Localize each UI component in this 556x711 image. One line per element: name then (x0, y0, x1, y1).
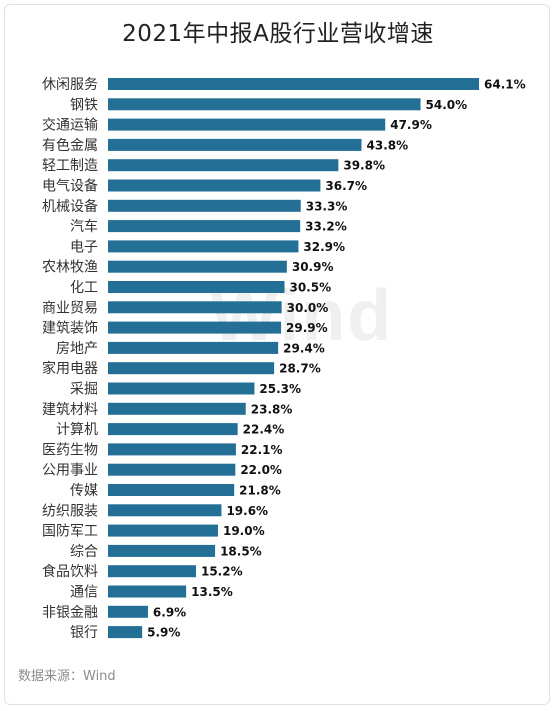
bar (108, 240, 299, 253)
data-label: 15.2% (201, 565, 243, 579)
bar (108, 443, 236, 456)
category-label: 汽车 (70, 218, 98, 235)
data-label: 13.5% (191, 585, 233, 599)
bar (108, 159, 339, 172)
category-label: 传媒 (70, 483, 98, 499)
chart-title: 2021年中报A股行业营收增速 (122, 21, 434, 47)
data-label: 21.8% (239, 484, 281, 498)
bar (108, 220, 301, 233)
category-label: 建筑装饰 (42, 321, 98, 337)
data-label: 30.0% (287, 301, 329, 315)
data-label: 5.9% (147, 626, 180, 640)
category-label: 计算机 (56, 422, 98, 438)
bar (108, 402, 246, 415)
category-label: 国防军工 (42, 524, 98, 540)
data-label: 23.8% (251, 402, 293, 416)
data-label: 19.0% (223, 524, 265, 538)
bar (108, 504, 222, 517)
bar (108, 362, 275, 375)
category-label: 钢铁 (70, 97, 98, 113)
category-label: 家用电器 (42, 360, 98, 377)
category-label: 有色金属 (42, 137, 98, 154)
bar (108, 260, 287, 273)
data-label: 33.2% (305, 220, 347, 234)
data-label: 22.1% (241, 443, 283, 457)
category-label: 建筑材料 (42, 402, 98, 418)
category-label: 纺织服装 (42, 503, 98, 519)
category-label: 休闲服务 (42, 77, 98, 93)
category-label: 化工 (70, 280, 98, 296)
bar (108, 605, 148, 618)
bar (108, 585, 187, 598)
bar (108, 382, 255, 395)
data-label: 64.1% (484, 78, 526, 92)
data-label: 29.4% (283, 341, 325, 355)
data-label: 28.7% (279, 362, 321, 376)
category-label: 农林牧渔 (42, 260, 98, 276)
category-label: 通信 (70, 585, 98, 601)
bar (108, 301, 282, 314)
data-label: 47.9% (390, 118, 432, 132)
bar (108, 98, 421, 111)
category-label: 房地产 (56, 341, 98, 357)
category-label: 食品饮料 (42, 563, 98, 580)
data-label: 25.3% (259, 382, 301, 396)
data-source-note: 数据来源：Wind (18, 669, 116, 684)
data-label: 54.0% (426, 98, 468, 112)
data-label: 43.8% (367, 138, 409, 152)
bar (108, 544, 216, 557)
bar (108, 423, 238, 436)
bar (108, 118, 386, 131)
category-label: 医药生物 (42, 442, 98, 458)
data-label: 36.7% (325, 179, 367, 193)
data-label: 33.3% (306, 199, 348, 213)
data-label: 39.8% (343, 159, 385, 173)
bar (108, 565, 196, 578)
category-label: 轻工制造 (42, 158, 98, 174)
category-label: 银行 (70, 625, 98, 641)
category-label: 采掘 (70, 382, 98, 398)
data-label: 30.5% (290, 281, 332, 295)
bar (108, 78, 479, 90)
category-label: 非银金融 (42, 605, 98, 621)
bar (108, 138, 362, 151)
bar (108, 524, 218, 537)
bar (108, 281, 285, 293)
bar (108, 626, 143, 639)
data-label: 18.5% (220, 544, 262, 558)
data-label: 29.9% (286, 321, 328, 335)
bar (108, 484, 235, 496)
data-label: 19.6% (226, 504, 268, 518)
bar (108, 179, 321, 192)
data-label: 6.9% (153, 605, 186, 619)
data-label: 22.4% (243, 423, 285, 437)
category-label: 电子 (70, 239, 98, 255)
data-label: 32.9% (303, 240, 345, 254)
category-label: 商业贸易 (42, 300, 98, 316)
bar (108, 463, 236, 476)
category-label: 综合 (70, 544, 98, 560)
bar (108, 199, 301, 212)
bar (108, 321, 282, 334)
category-label: 交通运输 (42, 117, 98, 134)
category-label: 公用事业 (42, 463, 98, 479)
bar (108, 341, 279, 354)
data-label: 30.9% (292, 260, 334, 274)
data-label: 22.0% (240, 463, 282, 477)
category-label: 电气设备 (42, 178, 98, 195)
category-label: 机械设备 (42, 198, 98, 215)
